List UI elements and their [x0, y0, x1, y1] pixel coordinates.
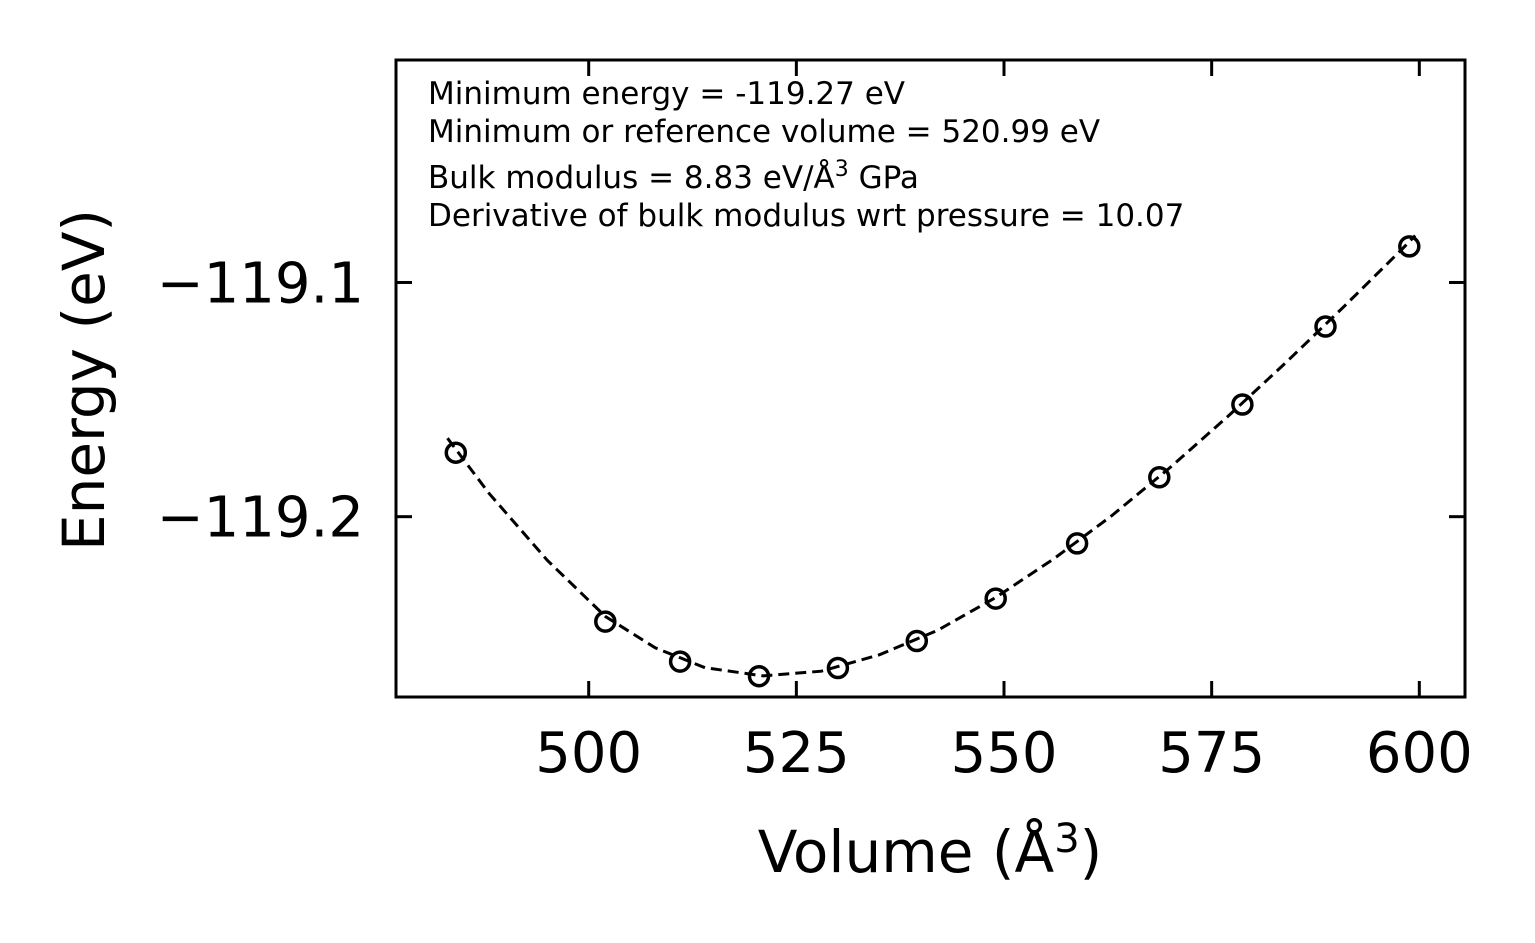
- data-point: [1148, 466, 1171, 489]
- data-points-layer: [444, 235, 1421, 688]
- data-point: [1065, 532, 1089, 555]
- data-point: [594, 610, 617, 633]
- annotation-bulk-derivative: Derivative of bulk modulus wrt pressure …: [428, 198, 1184, 234]
- y-tick-label: −119.2: [157, 486, 364, 551]
- plot-frame: [394, 58, 1467, 699]
- data-point: [826, 656, 850, 680]
- annotation-bulk-modulus: Bulk modulus = 8.83 eV/Å3 GPa: [428, 157, 919, 196]
- x-tick-label: 500: [535, 721, 642, 786]
- x-axis-label: Volume (Å3): [758, 816, 1103, 886]
- data-point: [1231, 393, 1254, 416]
- annotation-bulk-modulus-unit: GPa: [849, 160, 919, 196]
- axis-ticks-layer: 500 525 550 575 600 −119.1 −119.2: [157, 60, 1473, 786]
- data-point: [1398, 235, 1421, 258]
- data-point: [1314, 315, 1337, 338]
- fit-curve-layer: [446, 234, 1417, 678]
- x-tick-label: 550: [951, 721, 1058, 786]
- data-point: [984, 587, 1007, 610]
- data-point: [747, 664, 771, 688]
- x-tick-label: 575: [1158, 721, 1265, 786]
- data-point: [444, 441, 468, 464]
- annotation-bulk-modulus-text: Bulk modulus = 8.83 eV/Å: [428, 160, 835, 196]
- x-tick-label: 600: [1366, 721, 1473, 786]
- y-axis-label: Energy (eV): [50, 209, 118, 551]
- annotation-ref-volume: Minimum or reference volume = 520.99 eV: [428, 114, 1100, 150]
- annotation-min-energy: Minimum energy = -119.27 eV: [428, 76, 905, 112]
- data-point: [905, 629, 929, 653]
- x-axis-label-text: Volume (Å: [758, 817, 1055, 886]
- y-tick-label: −119.1: [157, 251, 364, 316]
- x-tick-label: 525: [743, 721, 850, 786]
- x-axis-label-close: ): [1080, 818, 1103, 886]
- fit-curve: [446, 234, 1417, 678]
- annotation-bulk-modulus-sup: 3: [835, 157, 849, 182]
- x-axis-label-sup: 3: [1054, 816, 1079, 862]
- data-point: [668, 650, 692, 673]
